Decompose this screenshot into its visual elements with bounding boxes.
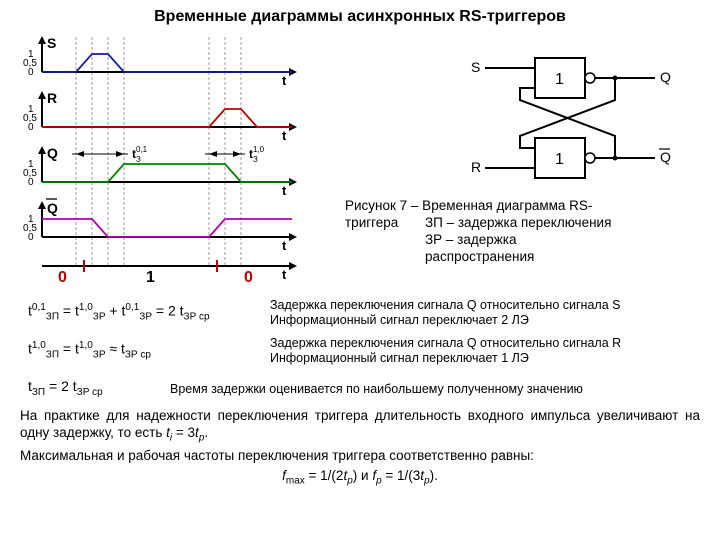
caption-line: триггера bbox=[345, 215, 398, 230]
defn-block: ЗП – задержка переключения ЗР – задержка… bbox=[425, 215, 705, 266]
time-axis: t bbox=[282, 267, 287, 282]
page-title: Временные диаграммы асинхронных RS-тригг… bbox=[0, 8, 720, 26]
ylabel: 0 bbox=[28, 232, 34, 243]
time-mark-0b: 0 bbox=[244, 269, 253, 286]
time-axis: t bbox=[282, 73, 287, 88]
page-root: Временные диаграммы асинхронных RS-тригг… bbox=[0, 0, 720, 540]
paragraph-1: На практике для надежности переключения … bbox=[20, 408, 700, 445]
defn-line: ЗП – задержка переключения bbox=[425, 215, 611, 230]
defn-line: распространения bbox=[425, 249, 534, 264]
caption-line: Рисунок 7 – Временная диаграмма RS- bbox=[345, 198, 592, 213]
gate-label: 1 bbox=[555, 151, 564, 168]
paragraph-3: fmax = 1/(2tp) и fp = 1/(3tp). bbox=[20, 468, 700, 488]
ylabel: 0 bbox=[28, 122, 34, 133]
signal-label-q: Q bbox=[47, 145, 58, 161]
time-axis: t bbox=[282, 128, 287, 143]
formula-2: t1,0ЗП = t1,0ЗР ≈ tЗР ср bbox=[28, 340, 151, 361]
formula-3: tЗП = 2 tЗР ср bbox=[28, 378, 103, 399]
formula-2-desc: Задержка переключения сигнала Q относите… bbox=[270, 336, 710, 366]
formula-3-desc: Время задержки оценивается по наибольшем… bbox=[170, 382, 710, 398]
signal-label-qbar: Q bbox=[47, 200, 58, 216]
pin-q: Q bbox=[660, 69, 671, 85]
formula-1: t0,1ЗП = t1,0ЗР + t0,1ЗР = 2 tЗР ср bbox=[28, 302, 210, 323]
formula-1-desc: Задержка переключения сигнала Q относите… bbox=[270, 298, 710, 328]
pin-r: R bbox=[471, 159, 481, 175]
time-mark-0: 0 bbox=[58, 269, 67, 286]
svg-text:0,1: 0,1 bbox=[136, 145, 148, 154]
svg-text:З: З bbox=[253, 155, 258, 164]
defn-line: ЗР – задержка bbox=[425, 232, 517, 247]
pin-qbar: Q bbox=[660, 149, 671, 165]
time-axis: t bbox=[282, 238, 287, 253]
ylabel: 0 bbox=[28, 177, 34, 188]
timing-diagram: S 1 0,5 0 t R 1 0,5 0 t Q 1 0,5 0 bbox=[14, 32, 324, 290]
pin-s: S bbox=[471, 59, 480, 75]
signal-label-r: R bbox=[47, 90, 57, 106]
svg-text:1,0: 1,0 bbox=[253, 145, 265, 154]
circuit-diagram: 1 1 S R Q Q bbox=[465, 50, 675, 185]
paragraph-2: Максимальная и рабочая частоты переключе… bbox=[20, 448, 700, 465]
signal-label-s: S bbox=[47, 35, 56, 51]
gate-label: 1 bbox=[555, 71, 564, 88]
svg-text:З: З bbox=[136, 155, 141, 164]
time-axis: t bbox=[282, 183, 287, 198]
ylabel: 0 bbox=[28, 67, 34, 78]
time-mark-1: 1 bbox=[146, 269, 155, 286]
